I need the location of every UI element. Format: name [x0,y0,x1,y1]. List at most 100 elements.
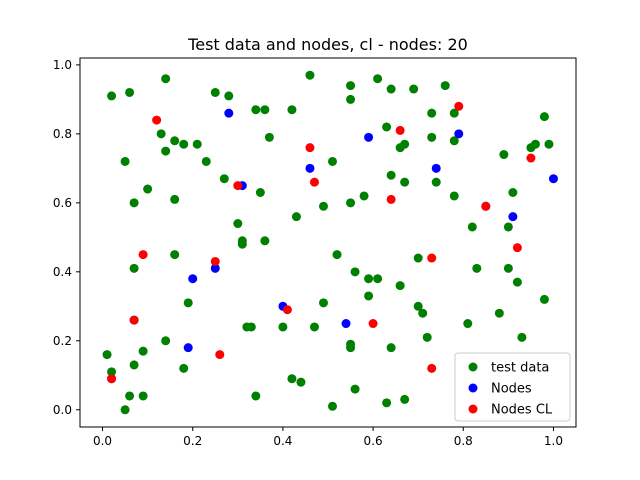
test-data-point [386,343,396,353]
legend-label-nodes: Nodes [491,382,532,397]
nodes-cl-point [305,143,315,153]
nodes-point [188,274,198,284]
test-data-point [260,236,270,246]
nodes-point [305,163,315,173]
nodes-cl-point [152,115,162,125]
test-data-point [350,267,360,277]
test-data-point [255,187,265,197]
test-data-point [467,222,477,232]
nodes-cl-point [512,243,522,253]
test-data-point [246,322,256,332]
test-data-point [318,298,328,308]
nodes-cl-point [215,350,225,360]
test-data-point [512,277,522,287]
test-data-point [472,263,482,273]
y-tick-label: 0.6 [53,196,72,210]
test-data-point [251,391,261,401]
nodes-cl-point [368,319,378,329]
y-tick-label: 0.0 [53,403,72,417]
test-data-point [499,150,509,160]
test-data-point [386,84,396,94]
nodes-cl-point [454,101,464,111]
test-data-point [346,94,356,104]
test-data-point [264,132,274,142]
test-data-point [350,384,360,394]
test-data-point [346,198,356,208]
test-data-point [386,170,396,180]
test-data-point [251,105,261,115]
test-data-point [539,294,549,304]
nodes-cl-point [129,315,139,325]
test-data-point [107,91,117,101]
test-data-point [161,336,171,346]
y-tick-label: 0.8 [53,127,72,141]
legend: test data Nodes Nodes CL [454,352,571,422]
y-axis: 0.0 0.2 0.4 0.6 0.8 1.0 [53,58,80,417]
nodes-point [210,263,220,273]
test-data-point [287,374,297,384]
test-data-point [318,201,328,211]
test-data-point [328,156,338,166]
test-data-point [517,332,527,342]
test-data-point [346,81,356,91]
test-data-point [400,394,410,404]
test-data-point [544,139,554,149]
test-data-point [449,108,459,118]
y-tick-label: 0.4 [53,265,72,279]
test-data-point [449,136,459,146]
test-data-point [183,298,193,308]
legend-box [454,352,571,422]
test-data-point [413,253,423,263]
test-data-point [233,219,243,229]
test-data-point [237,239,247,249]
chart-title: Test data and nodes, cl - nodes: 20 [187,35,468,54]
test-data-point [373,274,383,284]
nodes-point [508,212,518,222]
nodes-point [548,174,558,184]
y-tick-label: 0.2 [53,334,72,348]
test-data-point [120,156,130,166]
nodes-point [183,343,193,353]
test-data-point [530,139,540,149]
nodes-cl-point [427,253,437,263]
test-data-point [291,212,301,222]
test-data-point [409,84,419,94]
legend-marker-nodes-cl [468,404,478,414]
nodes-point [364,132,374,142]
test-data-point [400,139,410,149]
test-data-point [161,146,171,156]
test-data-point [422,332,432,342]
x-tick-label: 0.8 [454,434,473,448]
test-data-point [278,322,288,332]
test-data-point [179,139,189,149]
x-tick-label: 0.6 [364,434,383,448]
test-data-point [309,322,319,332]
test-data-point [129,263,139,273]
test-data-point [156,129,166,139]
test-data-point [129,198,139,208]
nodes-point [454,129,464,139]
test-data-point [503,263,513,273]
test-data-point [427,108,437,118]
test-data-point [413,301,423,311]
test-data-point [494,308,504,318]
nodes-point [341,319,351,329]
test-data-point [395,281,405,291]
data-markers [102,70,558,415]
test-data-point [328,401,338,411]
test-data-point [449,191,459,201]
test-data-point [373,74,383,84]
test-data-point [143,184,153,194]
nodes-cl-point [282,305,292,315]
nodes-cl-point [309,177,319,187]
x-axis: 0.0 0.2 0.4 0.6 0.8 1.0 [93,427,563,448]
test-data-point [418,308,428,318]
test-data-point [539,112,549,122]
test-data-point [192,139,202,149]
test-data-point [170,194,180,204]
test-data-point [138,391,148,401]
test-data-point [346,343,356,353]
test-data-point [210,87,220,97]
test-data-point [219,174,229,184]
nodes-cl-point [481,201,491,211]
